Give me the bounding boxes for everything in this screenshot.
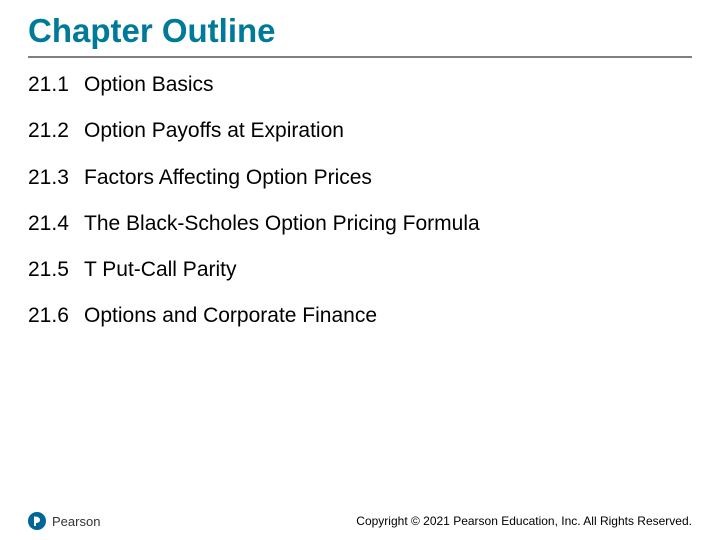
slide: Chapter Outline 21.1 Option Basics 21.2 … bbox=[0, 0, 720, 540]
item-text: The Black-Scholes Option Pricing Formula bbox=[84, 211, 480, 237]
item-text: Options and Corporate Finance bbox=[84, 303, 377, 329]
footer: Pearson Copyright © 2021 Pearson Educati… bbox=[0, 512, 720, 530]
list-item: 21.1 Option Basics bbox=[28, 72, 692, 98]
item-number: 21.5 bbox=[28, 257, 84, 283]
page-title: Chapter Outline bbox=[28, 12, 692, 50]
title-wrap: Chapter Outline bbox=[0, 0, 720, 58]
outline-list: 21.1 Option Basics 21.2 Option Payoffs a… bbox=[0, 58, 720, 330]
publisher-logo: Pearson bbox=[28, 512, 100, 530]
item-text: Factors Affecting Option Prices bbox=[84, 165, 372, 191]
pearson-icon bbox=[28, 512, 46, 530]
item-text: Option Payoffs at Expiration bbox=[84, 118, 344, 144]
item-number: 21.1 bbox=[28, 72, 84, 98]
list-item: 21.6 Options and Corporate Finance bbox=[28, 303, 692, 329]
list-item: 21.3 Factors Affecting Option Prices bbox=[28, 165, 692, 191]
copyright-text: Copyright © 2021 Pearson Education, Inc.… bbox=[356, 514, 692, 528]
item-number: 21.2 bbox=[28, 118, 84, 144]
item-number: 21.3 bbox=[28, 165, 84, 191]
item-text: Option Basics bbox=[84, 72, 214, 98]
item-number: 21.6 bbox=[28, 303, 84, 329]
item-text: T Put-Call Parity bbox=[84, 257, 237, 283]
list-item: 21.2 Option Payoffs at Expiration bbox=[28, 118, 692, 144]
list-item: 21.5 T Put-Call Parity bbox=[28, 257, 692, 283]
list-item: 21.4 The Black-Scholes Option Pricing Fo… bbox=[28, 211, 692, 237]
item-number: 21.4 bbox=[28, 211, 84, 237]
publisher-name: Pearson bbox=[52, 514, 100, 529]
